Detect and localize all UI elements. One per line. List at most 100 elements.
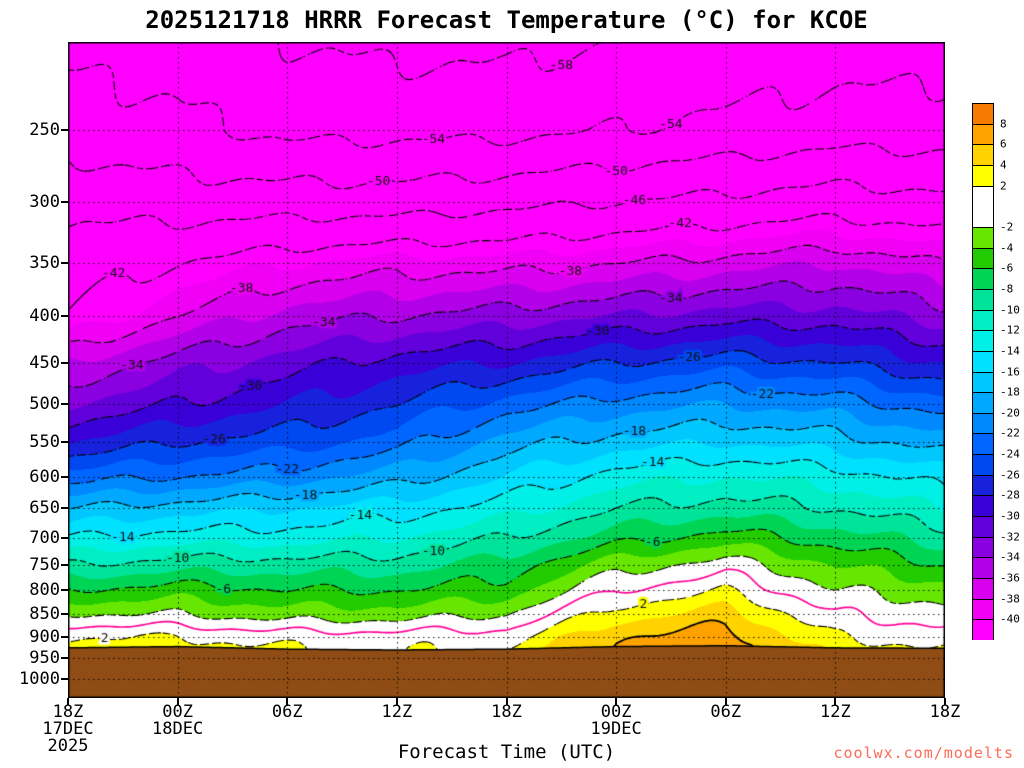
colorbar-label: -8 [1000, 282, 1014, 296]
y-tick-mark [61, 507, 68, 510]
y-tick-label: 700 [29, 527, 60, 548]
x-tick-label: 00Z [600, 702, 632, 722]
y-tick-label: 750 [29, 554, 60, 575]
colorbar-cell [973, 414, 993, 433]
colorbar-cell [973, 145, 993, 165]
x-axis-label: Forecast Time (UTC) [397, 741, 616, 763]
y-tick-mark [61, 613, 68, 616]
y-tick-label: 500 [29, 394, 60, 415]
y-tick-label: 850 [29, 604, 60, 625]
x-tick-mark [67, 698, 69, 705]
colorbar-label: -40 [1000, 612, 1020, 626]
colorbar-label: -36 [1000, 571, 1020, 585]
colorbar-cell [973, 579, 993, 599]
x-tick-mark [395, 698, 398, 705]
colorbar-label: -10 [1000, 303, 1020, 317]
colorbar-cell [973, 269, 993, 289]
colorbar-label: -18 [1000, 385, 1020, 399]
colorbar [972, 103, 994, 640]
colorbar-label: -38 [1000, 592, 1020, 606]
x-tick-mark [944, 698, 946, 705]
y-tick-label: 650 [29, 498, 60, 519]
x-date-label: 18DEC [152, 719, 204, 739]
colorbar-cell [973, 249, 993, 268]
y-tick-mark [61, 677, 68, 680]
colorbar-cell [973, 290, 993, 310]
colorbar-label: -34 [1000, 550, 1020, 564]
x-date-label: 17DEC [42, 719, 94, 739]
colorbar-label: 6 [1000, 137, 1007, 151]
y-tick-label: 550 [29, 432, 60, 453]
colorbar-cell [973, 373, 993, 392]
y-tick-label: 950 [29, 648, 60, 669]
colorbar-cell [973, 455, 993, 475]
colorbar-cell [973, 187, 993, 227]
colorbar-label: -30 [1000, 509, 1020, 523]
x-tick-mark [286, 698, 289, 705]
x-tick-label: 18Z [491, 702, 522, 722]
colorbar-cell [973, 311, 993, 330]
y-tick-mark [61, 589, 68, 592]
colorbar-cell [973, 104, 993, 124]
colorbar-cell [973, 125, 993, 144]
x-tick-label: 12Z [381, 702, 413, 722]
colorbar-cell [973, 228, 993, 248]
x-tick-label: 00Z [162, 702, 193, 722]
colorbar-label: -28 [1000, 488, 1020, 502]
y-tick-label: 400 [29, 306, 60, 327]
colorbar-cell [973, 538, 993, 557]
colorbar-label: -26 [1000, 468, 1020, 482]
y-tick-label: 300 [29, 192, 60, 213]
x-tick-mark [724, 698, 727, 705]
colorbar-label: -24 [1000, 447, 1020, 461]
y-tick-mark [61, 636, 68, 639]
x-tick-label: 18Z [929, 702, 961, 722]
x-tick-label: 06Z [271, 702, 303, 722]
colorbar-cell [973, 166, 993, 186]
y-tick-mark [61, 441, 68, 444]
colorbar-cell [973, 600, 993, 619]
y-tick-mark [61, 129, 68, 132]
colorbar-cell [973, 331, 993, 351]
x-tick-mark [176, 698, 179, 705]
y-tick-label: 600 [29, 466, 60, 487]
colorbar-label: -22 [1000, 426, 1020, 440]
y-tick-mark [61, 201, 68, 204]
x-year-label: 2025 [47, 736, 89, 756]
y-tick-label: 350 [29, 253, 60, 274]
y-tick-label: 800 [29, 580, 60, 601]
colorbar-label: -32 [1000, 530, 1020, 544]
colorbar-label: -12 [1000, 323, 1020, 337]
watermark-text: coolwx.com/modelts [833, 744, 1014, 762]
y-tick-mark [61, 536, 68, 539]
y-tick-mark [61, 315, 68, 318]
y-tick-label: 900 [29, 627, 60, 648]
colorbar-cell [973, 352, 993, 372]
x-tick-label: 18Z [52, 702, 84, 722]
colorbar-label: -6 [1000, 261, 1014, 275]
colorbar-label: -14 [1000, 344, 1020, 358]
colorbar-label: -16 [1000, 365, 1020, 379]
y-tick-mark [61, 262, 68, 265]
chart-title: 2025121718 HRRR Forecast Temperature (°C… [145, 6, 868, 34]
y-tick-mark [61, 657, 68, 660]
y-tick-mark [61, 361, 68, 364]
x-tick-label: 06Z [710, 702, 742, 722]
colorbar-label: 2 [1000, 179, 1007, 193]
y-tick-label: 1000 [19, 668, 60, 689]
y-tick-label: 250 [29, 120, 60, 141]
colorbar-cell [973, 496, 993, 516]
temperature-heatmap-canvas [68, 42, 945, 698]
x-tick-label: 12Z [820, 702, 851, 722]
colorbar-label: -4 [1000, 241, 1014, 255]
colorbar-cell [973, 517, 993, 537]
x-tick-mark [834, 698, 837, 705]
y-tick-mark [61, 475, 68, 478]
x-tick-mark [505, 698, 508, 705]
colorbar-cell [973, 558, 993, 578]
y-tick-mark [61, 403, 68, 406]
y-tick-mark [61, 563, 68, 566]
colorbar-label: 8 [1000, 117, 1007, 131]
colorbar-label: -2 [1000, 220, 1014, 234]
